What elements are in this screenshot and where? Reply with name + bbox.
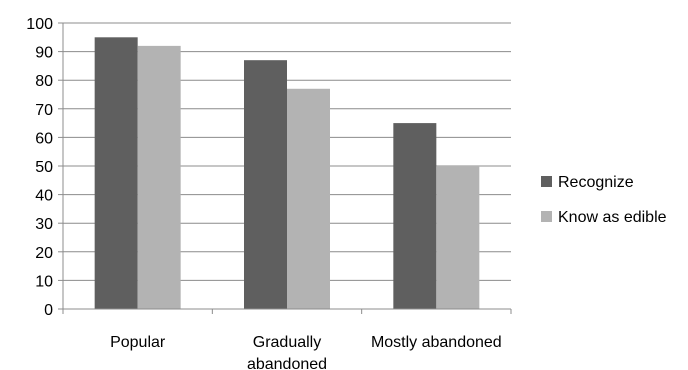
bar-know-as-edible <box>287 88 330 309</box>
x-category-label: Mostly abandoned <box>371 334 502 351</box>
y-tick-label: 0 <box>44 302 53 319</box>
x-category-label: Popular <box>110 334 166 351</box>
bar-recognize <box>244 60 287 310</box>
y-tick-label: 40 <box>35 188 53 205</box>
y-tick-label: 50 <box>35 159 53 176</box>
bar-recognize <box>393 123 437 309</box>
bar-know-as-edible <box>436 166 480 309</box>
y-axis-ticks: 0 10 20 30 40 50 60 70 80 90 100 <box>26 16 63 319</box>
bar-know-as-edible <box>137 45 181 309</box>
legend-label: Know as edible <box>558 209 667 226</box>
legend-swatch <box>541 176 552 187</box>
axes <box>62 23 512 314</box>
bars <box>94 37 480 310</box>
y-tick-label: 80 <box>35 73 53 90</box>
legend-label: Recognize <box>558 174 634 191</box>
y-tick-label: 100 <box>26 16 53 33</box>
legend-swatch <box>541 211 552 222</box>
x-axis-categories: Popular Gradually abandoned Mostly abandone… <box>110 334 502 370</box>
legend: Recognize Know as edible <box>541 174 667 226</box>
y-tick-label: 60 <box>35 130 53 147</box>
y-tick-label: 10 <box>35 273 53 290</box>
y-tick-label: 20 <box>35 245 53 262</box>
bar-recognize <box>94 37 138 310</box>
y-tick-label: 70 <box>35 102 53 119</box>
y-tick-label: 90 <box>35 45 53 62</box>
y-tick-label: 30 <box>35 216 53 233</box>
x-category-label: Gradually abandoned <box>247 334 327 370</box>
